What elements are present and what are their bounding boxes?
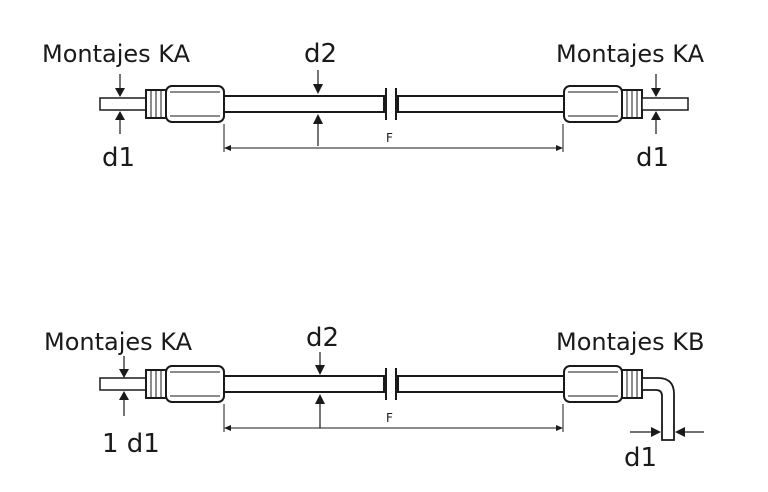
top-d1-right-label: d1 — [636, 143, 669, 173]
bottom-assembly: Montajes KA Montajes KB d2 1 d1 d1 F — [44, 323, 705, 473]
top-d1-left-label: d1 — [102, 143, 135, 173]
left-nut — [145, 89, 167, 119]
hose-left-section — [223, 375, 385, 393]
right-nut — [621, 89, 643, 119]
right-nut — [621, 369, 643, 399]
hose-left-section — [223, 95, 385, 113]
left-tube-stub — [99, 377, 149, 391]
elbow-tube — [641, 377, 675, 441]
d1-left-dimension-arrows — [115, 74, 125, 134]
bottom-right-fitting-label: Montajes KB — [556, 328, 705, 356]
top-f-label: F — [386, 131, 393, 145]
hose-right-section — [397, 95, 565, 113]
right-ferrule — [563, 365, 623, 403]
d1-left-dimension-arrows — [119, 356, 129, 416]
left-ferrule — [165, 85, 225, 123]
left-tube-stub — [99, 97, 149, 111]
f-dimension-line — [223, 124, 564, 152]
top-left-fitting-label: Montajes KA — [42, 40, 191, 68]
hose-break — [385, 368, 397, 400]
hose-break — [385, 88, 397, 120]
top-right-fitting-label: Montajes KA — [556, 40, 705, 68]
d2-dimension-arrows — [315, 352, 325, 428]
hose-right-section — [397, 375, 565, 393]
d1-right-dimension-arrows — [651, 74, 661, 134]
bottom-left-fitting-label: Montajes KA — [44, 328, 193, 356]
left-nut — [145, 369, 167, 399]
f-dimension-line — [223, 404, 564, 432]
bottom-d1-left-label: 1 d1 — [102, 429, 160, 459]
bottom-d2-label: d2 — [306, 323, 339, 353]
left-ferrule — [165, 365, 225, 403]
d1-right-dimension-arrows — [630, 427, 704, 437]
bottom-d1-right-label: d1 — [624, 443, 657, 473]
d2-dimension-arrows — [313, 70, 323, 146]
right-ferrule — [563, 85, 623, 123]
right-tube-stub — [641, 97, 689, 111]
top-d2-label: d2 — [304, 39, 337, 69]
bottom-f-label: F — [386, 411, 393, 425]
top-assembly: Montajes KA Montajes KA d2 d1 d1 F — [42, 39, 705, 173]
